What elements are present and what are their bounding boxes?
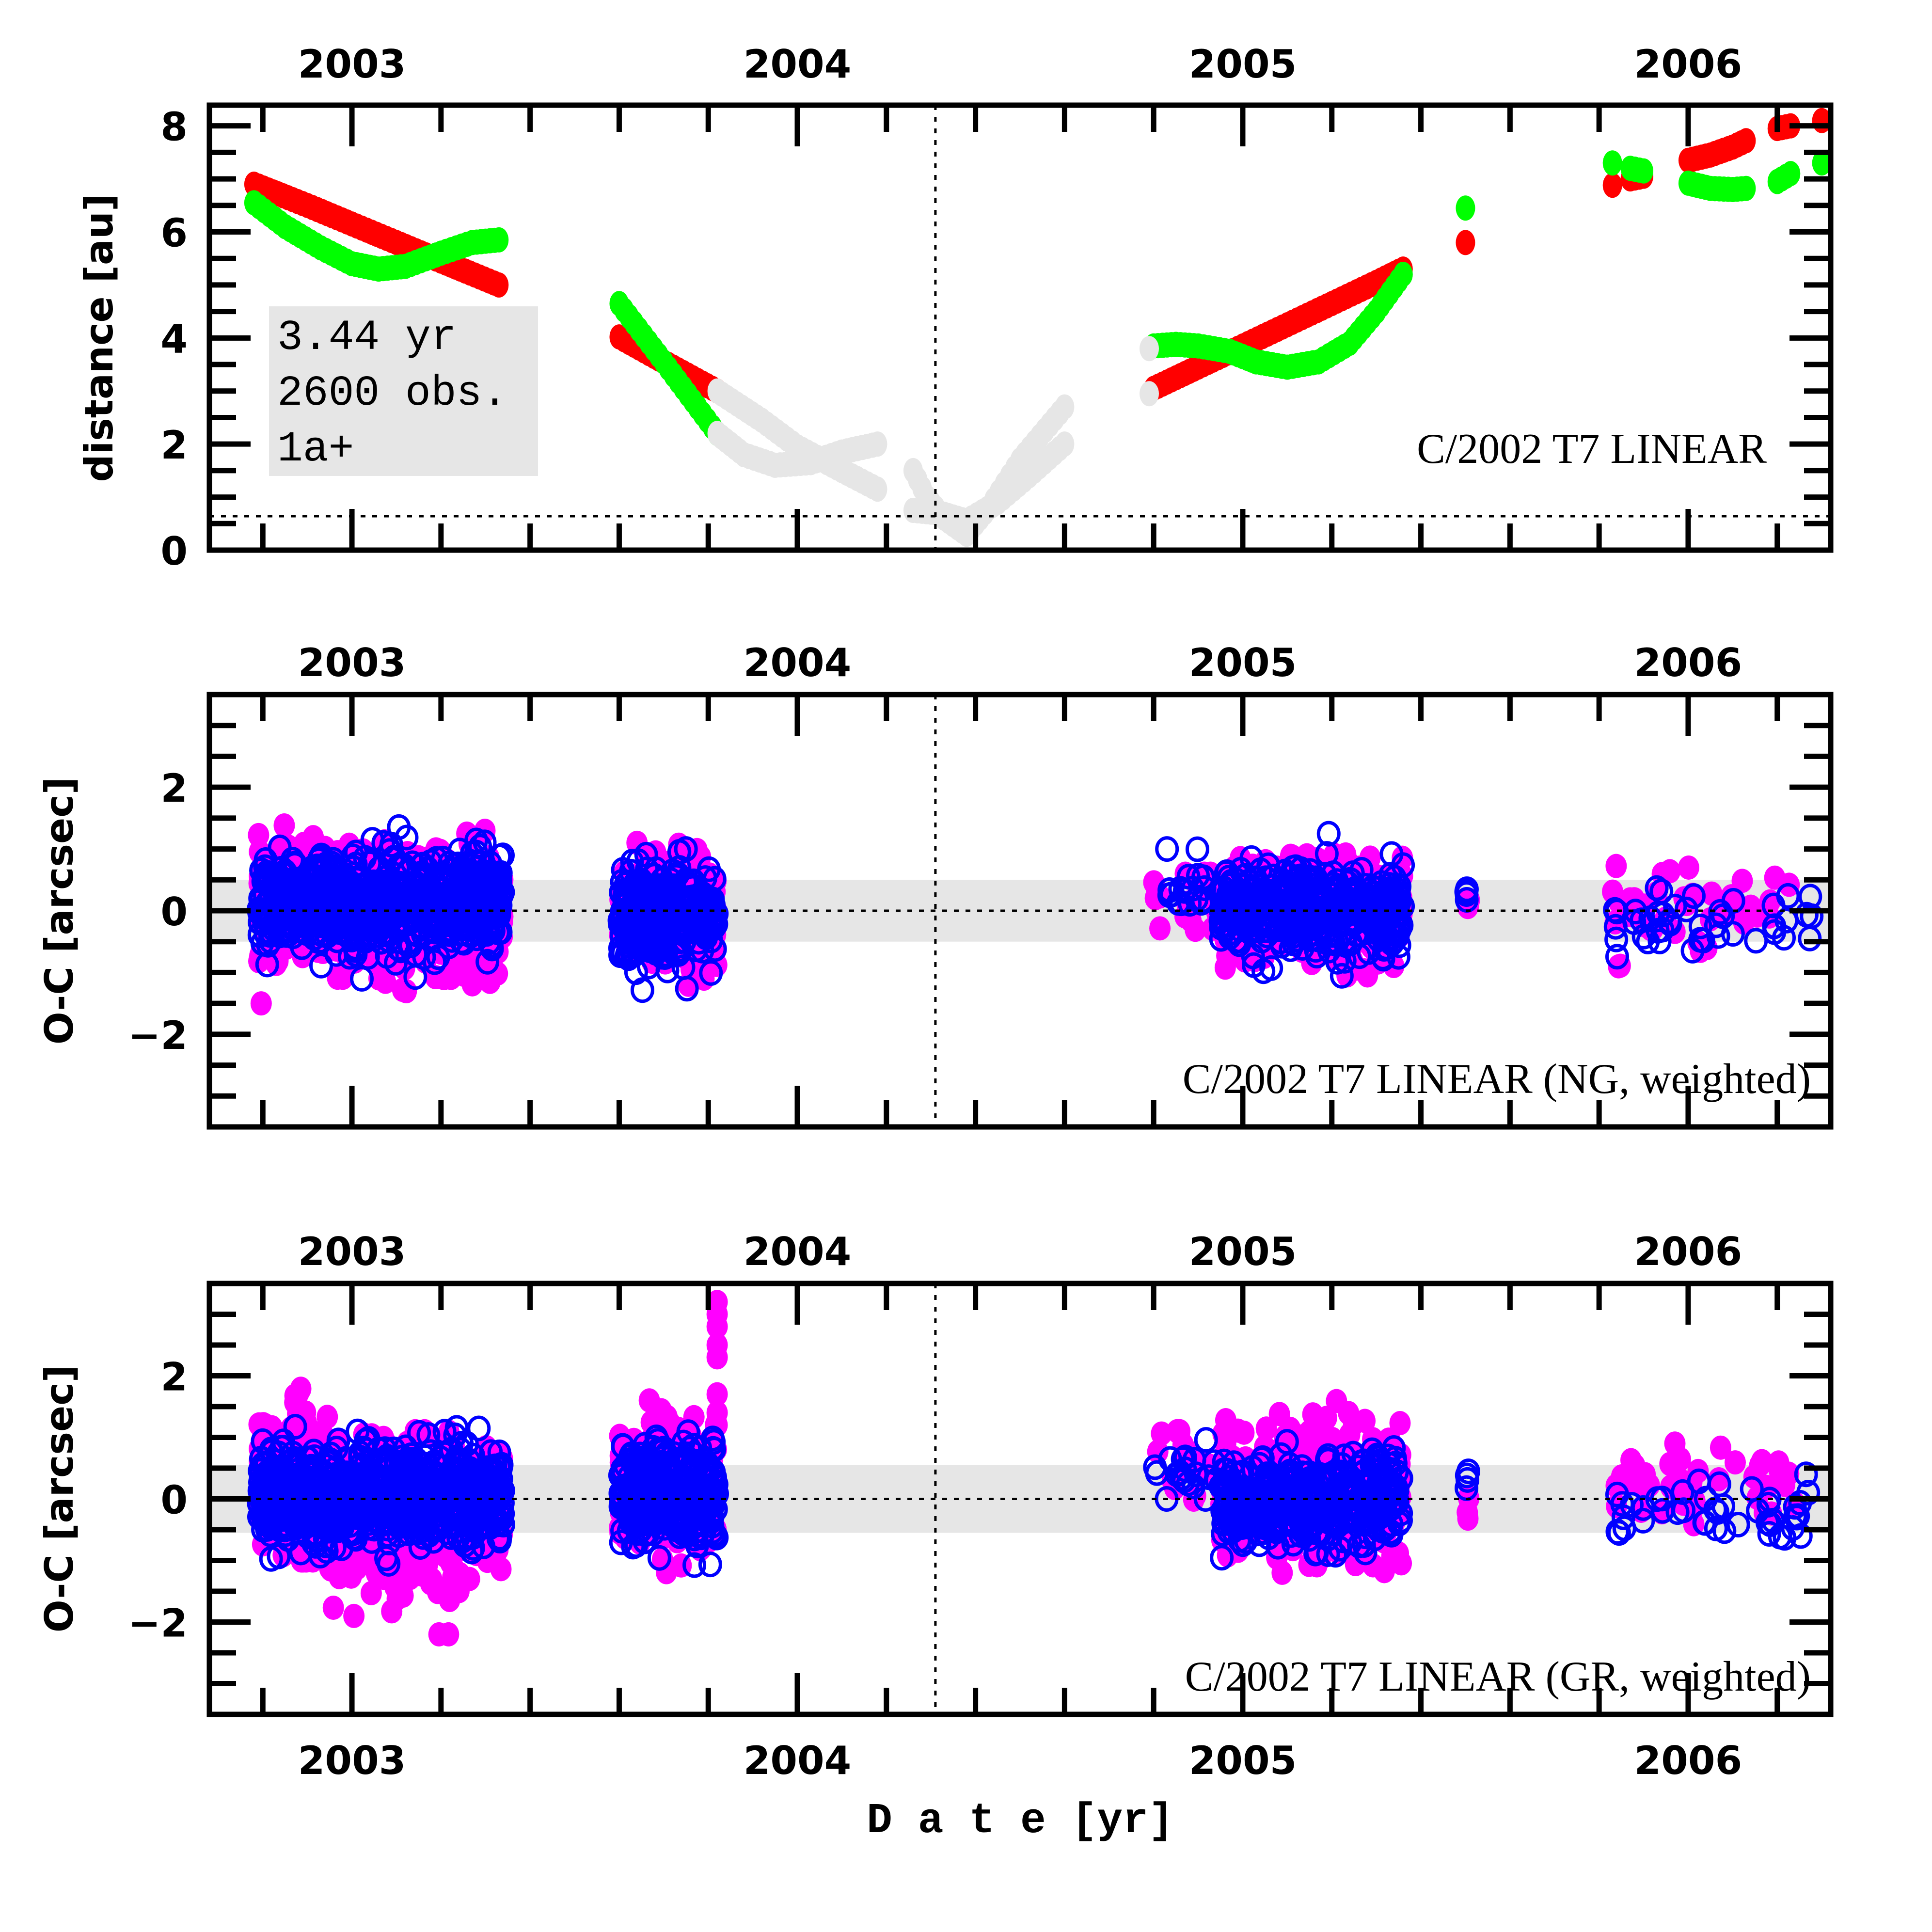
data-point: [1736, 175, 1756, 201]
data-point: [1055, 431, 1075, 457]
data-point: [1731, 869, 1753, 893]
data-point: [1602, 150, 1622, 176]
data-point: [868, 431, 887, 457]
data-point: [1214, 955, 1236, 980]
data-marks: [246, 813, 1824, 1016]
data-point: [428, 1622, 450, 1647]
data-point: [1055, 394, 1075, 420]
x-tick-label-top: 2005: [1189, 42, 1297, 87]
data-point: [248, 823, 269, 847]
data-point: [489, 272, 509, 298]
data-point: [1736, 128, 1756, 154]
data-point: [1634, 158, 1654, 184]
y-tick-label: 0: [160, 889, 188, 934]
data-point: [322, 1595, 344, 1620]
y-axis-title-oc-ng: O-C [arcsec]: [37, 777, 82, 1045]
oc-ng-panel: O-C [arcsec] C/2002 T7 LINEAR (NG, weigh…: [37, 640, 1834, 1130]
data-point: [1147, 1439, 1169, 1464]
x-tick-label-top: 2006: [1634, 640, 1742, 685]
data-point: [1812, 150, 1832, 176]
data-point: [309, 952, 333, 979]
data-point: [1215, 1408, 1236, 1432]
data-point: [461, 972, 483, 997]
data-point: [1169, 1419, 1191, 1443]
oc-gr-panel: O-C [arcsec] C/2002 T7 LINEAR (GR, weigh…: [37, 1229, 1834, 1845]
x-tick-label-top: 2004: [744, 42, 852, 87]
plot-area: [209, 1283, 1831, 1714]
data-point: [489, 227, 509, 253]
x-tick-label-top: 2003: [298, 42, 406, 87]
distance-panel: distance [au] 3.44 yr 2600 obs. 1a+ C/20…: [77, 42, 1834, 574]
data-point: [1155, 836, 1179, 862]
series-dec-residuals: [246, 814, 1824, 1003]
data-point: [291, 943, 313, 967]
data-point: [1149, 916, 1171, 941]
y-tick-label: 4: [160, 317, 188, 362]
data-point: [375, 969, 396, 994]
plot-area: [209, 105, 1832, 550]
info-box-background: [269, 306, 538, 476]
data-point: [1373, 1559, 1395, 1584]
y-tick-label: 2: [160, 423, 188, 468]
x-tick-label-top: 2003: [298, 640, 406, 685]
data-point: [255, 951, 279, 978]
data-point: [1139, 381, 1159, 407]
data-point: [273, 813, 295, 838]
data-point: [1602, 173, 1622, 198]
data-point: [1271, 1560, 1293, 1585]
data-point: [1456, 230, 1475, 255]
data-point: [459, 1567, 480, 1591]
x-axis-title: D a t e [yr]: [867, 1797, 1174, 1845]
panel-annotation-oc-gr: C/2002 T7 LINEAR (GR, weighted): [1185, 1653, 1811, 1700]
data-point: [428, 1577, 449, 1601]
data-point: [1393, 262, 1413, 287]
x-tick-label-top: 2006: [1634, 42, 1742, 87]
info-quality-class: 1a+: [277, 426, 354, 474]
y-axis-title-distance: distance [au]: [77, 193, 122, 482]
data-point: [1678, 855, 1699, 880]
data-point: [327, 966, 348, 990]
data-point: [392, 978, 413, 1002]
info-box: 3.44 yr 2600 obs. 1a+: [269, 306, 538, 476]
data-point: [1299, 1419, 1321, 1444]
y-axis-title-oc-gr: O-C [arcsec]: [37, 1365, 82, 1633]
data-point: [250, 991, 272, 1016]
panel-annotation-oc-ng: C/2002 T7 LINEAR (NG, weighted): [1183, 1056, 1811, 1103]
data-point: [683, 1405, 705, 1429]
data-point: [638, 1388, 660, 1413]
plot-frame: [206, 102, 1834, 553]
y-tick-label: 0: [160, 529, 188, 574]
data-point: [1457, 1506, 1479, 1531]
y-tick-label: 6: [160, 211, 188, 256]
data-point: [868, 476, 887, 502]
data-point: [1185, 836, 1209, 862]
info-span: 3.44 yr: [277, 314, 457, 362]
data-point: [284, 1390, 306, 1415]
data-marks: [244, 108, 1832, 547]
data-point: [1605, 854, 1627, 878]
y-tick-label: 8: [160, 105, 188, 150]
info-obs-count: 2600 obs.: [277, 370, 507, 418]
y-tick-label: −2: [128, 1013, 188, 1058]
series-geocentric-observed: [244, 150, 1832, 446]
x-ticks: [260, 105, 1780, 550]
data-point: [479, 969, 501, 994]
series-unobserved: [707, 336, 1159, 547]
data-point: [1139, 336, 1159, 362]
x-tick-label-top: 2005: [1189, 640, 1297, 685]
y-tick-label: 2: [160, 766, 188, 811]
panel-annotation-distance: C/2002 T7 LINEAR: [1417, 426, 1767, 473]
x-tick-label-top: 2004: [744, 640, 852, 685]
data-point: [1781, 161, 1801, 187]
data-point: [388, 1568, 410, 1593]
data-point: [1456, 195, 1475, 221]
data-point: [1268, 1402, 1290, 1426]
data-point: [343, 1603, 365, 1628]
data-point: [1343, 1411, 1364, 1436]
y-ticks: [209, 123, 1831, 553]
data-point: [1740, 894, 1762, 919]
plot-area: [209, 695, 1831, 1127]
